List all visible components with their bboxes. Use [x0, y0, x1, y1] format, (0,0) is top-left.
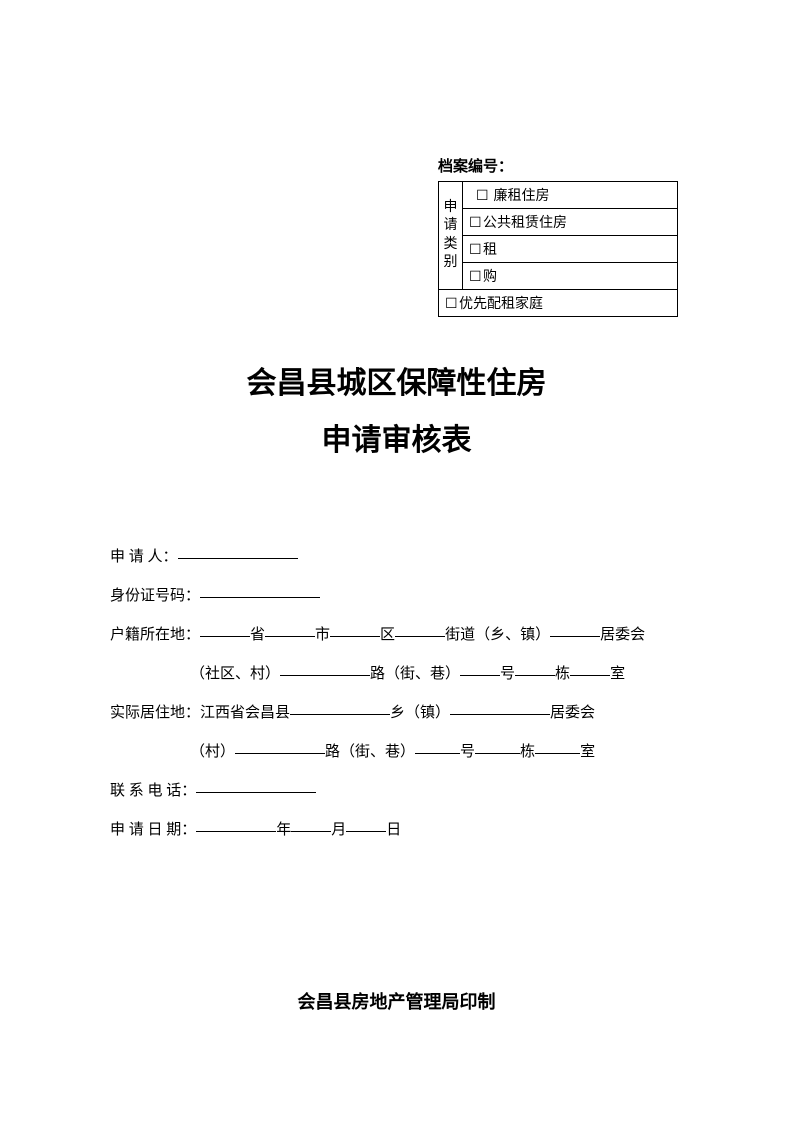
applicant-input[interactable]	[178, 544, 298, 559]
title-line2: 申请审核表	[90, 412, 703, 469]
category-label-cell: 申请类别	[439, 182, 463, 290]
huji-row2: （社区、村）路（街、巷）号栋室	[190, 656, 703, 692]
date-label: 申 请 日 期：	[110, 812, 196, 848]
checkbox-icon[interactable]: ☐	[469, 241, 483, 258]
archive-table: 申请类别 ☐ 廉租住房 ☐公共租赁住房 ☐租 ☐购 ☐优先配租家庭	[438, 181, 678, 317]
actual-number-input[interactable]	[415, 739, 460, 754]
village-input[interactable]	[235, 739, 325, 754]
month-input[interactable]	[291, 817, 331, 832]
applicant-label: 申 请 人：	[110, 539, 178, 575]
community-input[interactable]	[280, 661, 370, 676]
footer: 会昌县房地产管理局印制	[90, 988, 703, 1014]
phone-input[interactable]	[196, 778, 316, 793]
option-row: ☐租	[463, 236, 678, 263]
committee-input[interactable]	[550, 622, 600, 637]
street-input[interactable]	[395, 622, 445, 637]
actual-room-input[interactable]	[535, 739, 580, 754]
district-input[interactable]	[330, 622, 380, 637]
archive-section: 档案编号： 申请类别 ☐ 廉租住房 ☐公共租赁住房 ☐租 ☐购 ☐优先配租家庭	[438, 155, 678, 317]
actual-label: 实际居住地：	[110, 695, 200, 731]
title-section: 会昌县城区保障性住房 申请审核表	[90, 355, 703, 469]
actual-building-input[interactable]	[475, 739, 520, 754]
day-input[interactable]	[346, 817, 386, 832]
option-row: ☐购	[463, 263, 678, 290]
huji-row1: 户籍所在地：省市区街道（乡、镇）居委会	[110, 617, 703, 653]
priority-row: ☐优先配租家庭	[439, 290, 678, 317]
applicant-row: 申 请 人：	[110, 539, 703, 575]
huji-label: 户籍所在地：	[110, 617, 200, 653]
phone-row: 联 系 电 话：	[110, 773, 703, 809]
province-input[interactable]	[200, 622, 250, 637]
year-input[interactable]	[196, 817, 276, 832]
phone-label: 联 系 电 话：	[110, 773, 196, 809]
id-row: 身份证号码：	[110, 578, 703, 614]
actual-committee-input[interactable]	[450, 700, 550, 715]
date-row: 申 请 日 期：年月日	[110, 812, 703, 848]
number-input[interactable]	[460, 661, 500, 676]
checkbox-icon[interactable]: ☐	[469, 268, 483, 285]
city-input[interactable]	[265, 622, 315, 637]
fields-section: 申 请 人： 身份证号码： 户籍所在地：省市区街道（乡、镇）居委会 （社区、村）…	[110, 539, 703, 848]
archive-number-label: 档案编号：	[438, 155, 678, 176]
township-input[interactable]	[290, 700, 390, 715]
checkbox-icon[interactable]: ☐	[445, 295, 459, 312]
actual-row2: （村）路（街、巷）号栋室	[190, 734, 703, 770]
checkbox-icon[interactable]: ☐	[476, 187, 490, 204]
checkbox-icon[interactable]: ☐	[469, 214, 483, 231]
building-input[interactable]	[515, 661, 555, 676]
id-label: 身份证号码：	[110, 578, 200, 614]
room-input[interactable]	[570, 661, 610, 676]
actual-row1: 实际居住地：江西省会昌县乡（镇）居委会	[110, 695, 703, 731]
id-input[interactable]	[200, 583, 320, 598]
option-row: ☐公共租赁住房	[463, 209, 678, 236]
title-line1: 会昌县城区保障性住房	[90, 355, 703, 412]
option-row: ☐ 廉租住房	[463, 182, 678, 209]
